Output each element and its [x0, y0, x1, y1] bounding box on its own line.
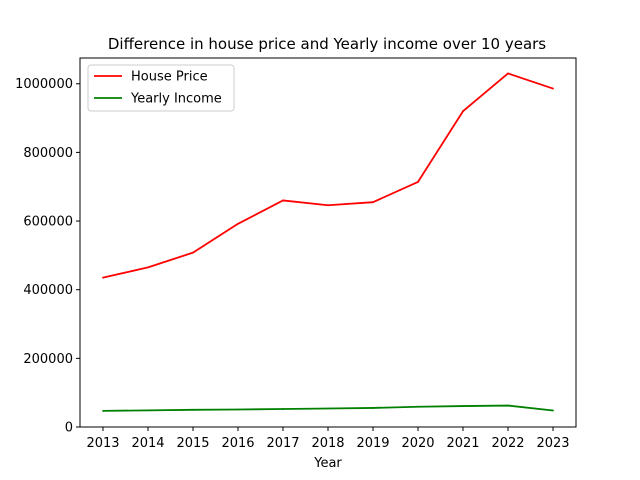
plot-frame — [79, 57, 577, 428]
data-point-yearly-income — [102, 409, 104, 412]
y-tick-label: 800000 — [23, 146, 73, 161]
legend-label-yearly-income: Yearly Income — [130, 92, 222, 107]
y-tick-label: 1000000 — [15, 77, 73, 92]
data-point-yearly-income — [417, 405, 419, 408]
data-point-yearly-income — [282, 408, 284, 410]
data-point-house-price — [417, 181, 419, 183]
data-point-house-price — [372, 201, 374, 204]
x-tick-label: 2013 — [86, 436, 119, 451]
data-point-yearly-income — [552, 409, 554, 412]
x-tick-label: 2022 — [491, 436, 524, 451]
data-point-yearly-income — [327, 407, 329, 410]
x-tick-label: 2023 — [536, 436, 569, 451]
data-point-house-price — [237, 222, 239, 225]
data-point-house-price — [507, 72, 509, 75]
data-point-yearly-income — [192, 408, 194, 411]
data-point-yearly-income — [372, 407, 374, 409]
legend: House Price Yearly Income — [87, 64, 235, 112]
data-point-yearly-income — [462, 405, 464, 407]
x-tick-label: 2021 — [446, 436, 479, 451]
data-point-house-price — [552, 87, 554, 90]
y-tick-label: 0 — [65, 421, 73, 436]
data-point-house-price — [282, 199, 284, 202]
y-tick-label: 600000 — [23, 215, 73, 230]
data-point-house-price — [327, 204, 329, 207]
y-tick-label: 400000 — [23, 283, 73, 298]
data-point-house-price — [102, 276, 104, 279]
x-tick-label: 2019 — [356, 436, 389, 451]
y-tick-label: 200000 — [23, 352, 73, 367]
data-point-house-price — [147, 266, 149, 269]
data-point-house-price — [192, 251, 194, 254]
data-point-house-price — [462, 110, 464, 113]
x-tick-label: 2020 — [401, 436, 434, 451]
x-tick-label: 2018 — [311, 436, 344, 451]
data-point-yearly-income — [147, 409, 149, 412]
legend-label-house-price: House Price — [131, 70, 208, 85]
x-axis-label: Year — [313, 456, 342, 471]
legend-box — [87, 64, 235, 112]
data-point-yearly-income — [237, 408, 239, 411]
x-tick-label: 2015 — [176, 436, 209, 451]
chart-title: Difference in house price and Yearly inc… — [108, 35, 546, 53]
x-tick-label: 2016 — [221, 436, 254, 451]
data-point-yearly-income — [507, 404, 509, 407]
y-axis-ticks: 0 200000 400000 600000 800000 1000000 — [15, 77, 80, 436]
x-tick-label: 2014 — [131, 436, 164, 451]
x-tick-label: 2017 — [266, 436, 299, 451]
x-axis-ticks: 2013 2014 2015 2016 2017 2018 2019 2020 2021 2022… — [86, 427, 570, 451]
series-layer — [102, 72, 554, 412]
